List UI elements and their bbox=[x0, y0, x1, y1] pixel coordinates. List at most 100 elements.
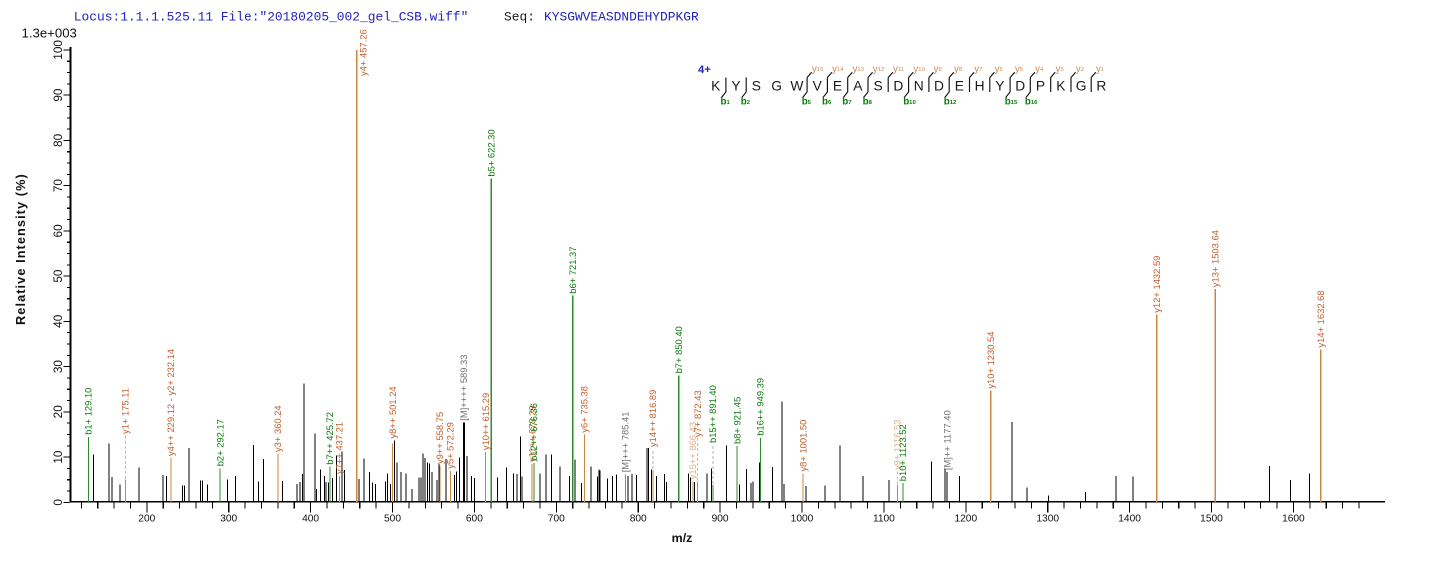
svg-text:b2: b2 bbox=[741, 97, 751, 108]
svg-text:N: N bbox=[914, 79, 924, 94]
svg-text:b8: b8 bbox=[863, 97, 873, 108]
svg-text:700: 700 bbox=[548, 514, 565, 525]
svg-text:800: 800 bbox=[630, 514, 647, 525]
svg-text:P: P bbox=[1036, 79, 1045, 94]
svg-text:G: G bbox=[1076, 79, 1087, 94]
svg-text:Seq:: Seq: bbox=[504, 10, 535, 25]
svg-text:S: S bbox=[873, 79, 882, 94]
svg-text:b16: b16 bbox=[1025, 97, 1038, 108]
svg-text:70: 70 bbox=[51, 179, 65, 193]
svg-text:400: 400 bbox=[302, 514, 319, 525]
svg-text:b10: b10 bbox=[903, 97, 916, 108]
svg-text:b1+ 129.10: b1+ 129.10 bbox=[83, 388, 94, 435]
svg-text:4+: 4+ bbox=[698, 64, 711, 76]
svg-text:y9: y9 bbox=[934, 64, 942, 75]
svg-text:b16++ 949.39: b16++ 949.39 bbox=[755, 378, 766, 436]
svg-text:y11: y11 bbox=[893, 64, 904, 75]
svg-text:Relative Intensity (%): Relative Intensity (%) bbox=[13, 173, 28, 325]
svg-text:y3+ 360.24: y3+ 360.24 bbox=[272, 405, 283, 452]
svg-text:y10++ 615.29: y10++ 615.29 bbox=[480, 393, 491, 450]
svg-text:Y: Y bbox=[995, 79, 1004, 94]
svg-text:[M]+++ 785.41: [M]+++ 785.41 bbox=[620, 412, 631, 473]
svg-text:y8+ 1001.50: y8+ 1001.50 bbox=[797, 420, 808, 472]
svg-text:y5: y5 bbox=[1015, 64, 1024, 75]
svg-text:40: 40 bbox=[51, 314, 65, 328]
svg-text:b6+ 721.37: b6+ 721.37 bbox=[567, 247, 578, 294]
svg-text:y6+ 735.38: y6+ 735.38 bbox=[579, 386, 590, 433]
svg-text:V: V bbox=[813, 79, 823, 94]
svg-text:900: 900 bbox=[712, 514, 729, 525]
svg-text:y8++ 501.24: y8++ 501.24 bbox=[387, 386, 398, 438]
svg-text:b7: b7 bbox=[842, 97, 852, 108]
svg-text:y1: y1 bbox=[1096, 64, 1104, 75]
svg-text:S: S bbox=[752, 79, 761, 94]
svg-text:b15: b15 bbox=[1005, 97, 1018, 108]
svg-text:300: 300 bbox=[220, 514, 237, 525]
svg-text:1.3e+003: 1.3e+003 bbox=[22, 26, 77, 41]
svg-text:D: D bbox=[934, 79, 944, 94]
svg-text:b8+ 921.45: b8+ 921.45 bbox=[731, 397, 742, 444]
svg-text:y7+ 872.43: y7+ 872.43 bbox=[692, 390, 703, 437]
svg-text:G: G bbox=[771, 79, 782, 94]
svg-text:D: D bbox=[1015, 79, 1025, 94]
svg-text:y7++ 437.21: y7++ 437.21 bbox=[334, 422, 345, 474]
svg-text:50: 50 bbox=[51, 269, 65, 283]
svg-text:500: 500 bbox=[384, 514, 401, 525]
svg-text:y2: y2 bbox=[1076, 64, 1084, 75]
svg-text:1500: 1500 bbox=[1200, 514, 1223, 525]
svg-text:y12: y12 bbox=[873, 64, 884, 75]
svg-text:1400: 1400 bbox=[1118, 514, 1141, 525]
svg-text:90: 90 bbox=[51, 88, 65, 102]
svg-text:b5+ 622.30: b5+ 622.30 bbox=[486, 129, 497, 176]
svg-text:b7+ 850.40: b7+ 850.40 bbox=[673, 326, 684, 373]
svg-text:y10: y10 bbox=[913, 64, 925, 75]
svg-text:1200: 1200 bbox=[954, 514, 977, 525]
svg-text:y15++ 866.43: y15++ 866.43 bbox=[687, 422, 698, 479]
svg-text:H: H bbox=[975, 79, 985, 94]
svg-text:20: 20 bbox=[51, 405, 65, 419]
svg-text:y5+ 572.29: y5+ 572.29 bbox=[445, 422, 456, 469]
svg-text:b15++ 891.40: b15++ 891.40 bbox=[707, 385, 718, 443]
svg-text:y4+ 457.26: y4+ 457.26 bbox=[358, 29, 369, 76]
svg-text:10: 10 bbox=[51, 450, 65, 464]
svg-text:100: 100 bbox=[51, 40, 65, 60]
svg-text:y11++ 673.29: y11++ 673.29 bbox=[526, 405, 537, 462]
svg-text:A: A bbox=[853, 79, 863, 94]
svg-text:K: K bbox=[1056, 79, 1066, 94]
svg-text:1000: 1000 bbox=[791, 514, 814, 525]
svg-text:y14: y14 bbox=[832, 64, 844, 75]
svg-text:D: D bbox=[893, 79, 903, 94]
svg-text:y10+ 1230.54: y10+ 1230.54 bbox=[985, 332, 996, 389]
svg-text:Y: Y bbox=[731, 79, 740, 94]
svg-text:y6: y6 bbox=[995, 64, 1004, 75]
svg-text:y1+ 175.11: y1+ 175.11 bbox=[120, 388, 131, 434]
svg-text:E: E bbox=[833, 79, 842, 94]
svg-text:E: E bbox=[955, 79, 964, 94]
svg-text:200: 200 bbox=[138, 514, 155, 525]
svg-text:b5: b5 bbox=[802, 97, 812, 108]
svg-text:y14+ 1632.68: y14+ 1632.68 bbox=[1315, 290, 1326, 347]
svg-text:[M]++++ 589.33: [M]++++ 589.33 bbox=[458, 354, 469, 420]
svg-text:600: 600 bbox=[466, 514, 483, 525]
svg-text:1600: 1600 bbox=[1282, 514, 1305, 525]
svg-text:y4: y4 bbox=[1035, 64, 1044, 75]
svg-text:m/z: m/z bbox=[672, 531, 693, 545]
svg-text:60: 60 bbox=[51, 224, 65, 238]
svg-text:[M]++ 1177.40: [M]++ 1177.40 bbox=[941, 410, 952, 470]
svg-text:KYSGWVEASDNDEHYDPKGR: KYSGWVEASDNDEHYDPKGR bbox=[544, 10, 699, 25]
svg-text:b1: b1 bbox=[721, 97, 731, 108]
svg-text:y13: y13 bbox=[853, 64, 865, 75]
svg-text:y14++ 816.89: y14++ 816.89 bbox=[647, 390, 658, 447]
svg-text:y8: y8 bbox=[954, 64, 963, 75]
svg-text:30: 30 bbox=[51, 360, 65, 374]
svg-text:1100: 1100 bbox=[873, 514, 895, 525]
svg-text:0: 0 bbox=[51, 499, 65, 506]
svg-text:y7: y7 bbox=[974, 64, 982, 75]
svg-text:y12+ 1432.59: y12+ 1432.59 bbox=[1151, 256, 1162, 313]
svg-text:K: K bbox=[711, 79, 721, 94]
svg-text:R: R bbox=[1096, 79, 1106, 94]
svg-text:b10+ 1123.52: b10+ 1123.52 bbox=[897, 424, 908, 481]
svg-text:b12++ 676.36: b12++ 676.36 bbox=[528, 403, 539, 461]
svg-text:W: W bbox=[790, 79, 803, 94]
svg-text:y13+ 1503.64: y13+ 1503.64 bbox=[1209, 230, 1220, 287]
